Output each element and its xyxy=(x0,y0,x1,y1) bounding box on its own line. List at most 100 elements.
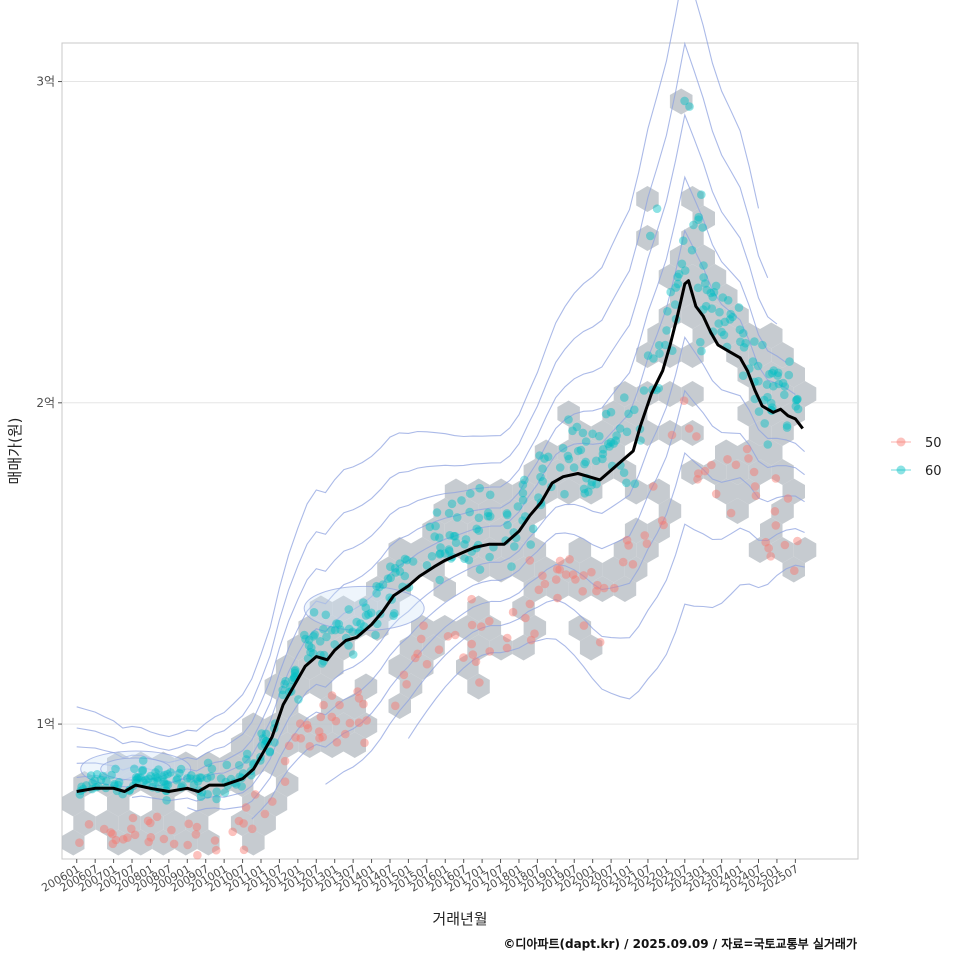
point-size-60 xyxy=(612,431,621,440)
hex-bin xyxy=(748,537,772,563)
point-size-50 xyxy=(399,670,409,680)
point-size-60 xyxy=(723,296,733,305)
point-size-60 xyxy=(580,489,590,498)
hex-bin xyxy=(760,322,783,349)
point-size-60 xyxy=(666,287,675,297)
hex-bin xyxy=(73,810,96,836)
point-size-60 xyxy=(207,764,217,774)
point-size-60 xyxy=(793,394,802,404)
hex-bin xyxy=(95,810,119,836)
hex-bin xyxy=(399,634,423,661)
point-size-60 xyxy=(278,690,288,700)
point-size-60 xyxy=(564,454,574,464)
point-size-60 xyxy=(769,381,778,391)
hex-bin xyxy=(377,556,400,583)
point-size-60 xyxy=(598,445,608,454)
point-size-60 xyxy=(736,337,745,347)
point-size-60 xyxy=(400,554,410,564)
point-size-60 xyxy=(718,293,728,302)
point-size-50 xyxy=(459,653,468,662)
hex-bin xyxy=(230,771,254,797)
contour-line xyxy=(187,389,805,812)
hex-bin xyxy=(253,810,276,836)
hex-bin xyxy=(152,790,175,817)
point-size-50 xyxy=(353,687,362,696)
point-size-60 xyxy=(110,779,119,789)
point-size-50 xyxy=(239,845,249,855)
point-size-60 xyxy=(265,747,275,757)
point-size-50 xyxy=(707,460,716,470)
point-size-60 xyxy=(162,796,171,805)
point-size-50 xyxy=(764,543,773,553)
point-size-50 xyxy=(525,599,535,609)
point-size-60 xyxy=(146,771,155,781)
hex-bin xyxy=(748,342,772,368)
point-size-60 xyxy=(425,522,435,532)
point-size-60 xyxy=(300,630,309,640)
point-size-60 xyxy=(696,337,705,347)
point-size-60 xyxy=(646,231,655,241)
point-size-60 xyxy=(132,772,141,782)
hex-bin xyxy=(298,654,321,680)
point-size-60 xyxy=(422,561,432,570)
point-size-60 xyxy=(237,782,246,791)
point-size-60 xyxy=(317,659,327,668)
point-size-60 xyxy=(702,285,712,295)
point-size-50 xyxy=(360,738,369,748)
point-size-60 xyxy=(738,371,748,381)
point-size-50 xyxy=(280,756,290,766)
point-size-60 xyxy=(173,774,182,783)
hex-bin xyxy=(568,537,592,563)
hex-bin xyxy=(309,673,333,700)
point-size-50 xyxy=(362,716,372,725)
y-axis-title: 매매가(원) xyxy=(6,418,24,485)
point-size-60 xyxy=(584,487,593,497)
point-size-60 xyxy=(390,609,399,618)
hex-bin xyxy=(613,537,637,563)
point-size-60 xyxy=(183,774,192,783)
hex-bin xyxy=(62,829,85,856)
hex-bin xyxy=(399,556,423,583)
point-size-60 xyxy=(390,563,400,573)
gridlines xyxy=(62,81,858,725)
hex-bin xyxy=(489,517,513,544)
point-size-60 xyxy=(461,535,471,544)
trend-line xyxy=(76,279,804,793)
hex-bin xyxy=(613,381,637,407)
point-size-60 xyxy=(485,490,495,500)
point-size-60 xyxy=(615,424,625,433)
point-size-60 xyxy=(203,758,213,768)
point-size-50 xyxy=(210,836,220,845)
hex-bin xyxy=(726,459,749,485)
point-size-60 xyxy=(138,756,148,765)
point-size-60 xyxy=(791,396,801,405)
point-size-60 xyxy=(624,409,633,419)
point-size-60 xyxy=(301,634,310,644)
point-size-60 xyxy=(671,283,681,292)
point-size-60 xyxy=(395,559,405,568)
hex-bin xyxy=(681,225,704,251)
point-size-60 xyxy=(581,457,590,467)
hex-bin xyxy=(478,498,502,524)
point-size-60 xyxy=(518,488,528,498)
hex-bin xyxy=(624,478,648,505)
point-size-60 xyxy=(784,370,794,380)
point-size-60 xyxy=(563,451,573,461)
point-size-50 xyxy=(419,621,428,630)
point-size-60 xyxy=(162,780,171,789)
point-size-60 xyxy=(163,780,173,789)
hex-bin xyxy=(523,537,547,563)
point-size-60 xyxy=(141,775,150,785)
hex-bin xyxy=(275,771,299,797)
hex-bin xyxy=(512,556,535,583)
hex-bin xyxy=(692,244,715,271)
point-size-50 xyxy=(296,734,306,743)
point-size-60 xyxy=(202,773,212,783)
point-size-60 xyxy=(706,288,716,298)
point-size-50 xyxy=(467,620,477,630)
point-size-60 xyxy=(697,346,706,356)
hex-bin xyxy=(703,459,727,485)
point-size-60 xyxy=(465,507,475,517)
x-axis-ticks: 2006012006072007012007072008012008072009… xyxy=(39,859,801,895)
hex-bin xyxy=(760,361,783,388)
